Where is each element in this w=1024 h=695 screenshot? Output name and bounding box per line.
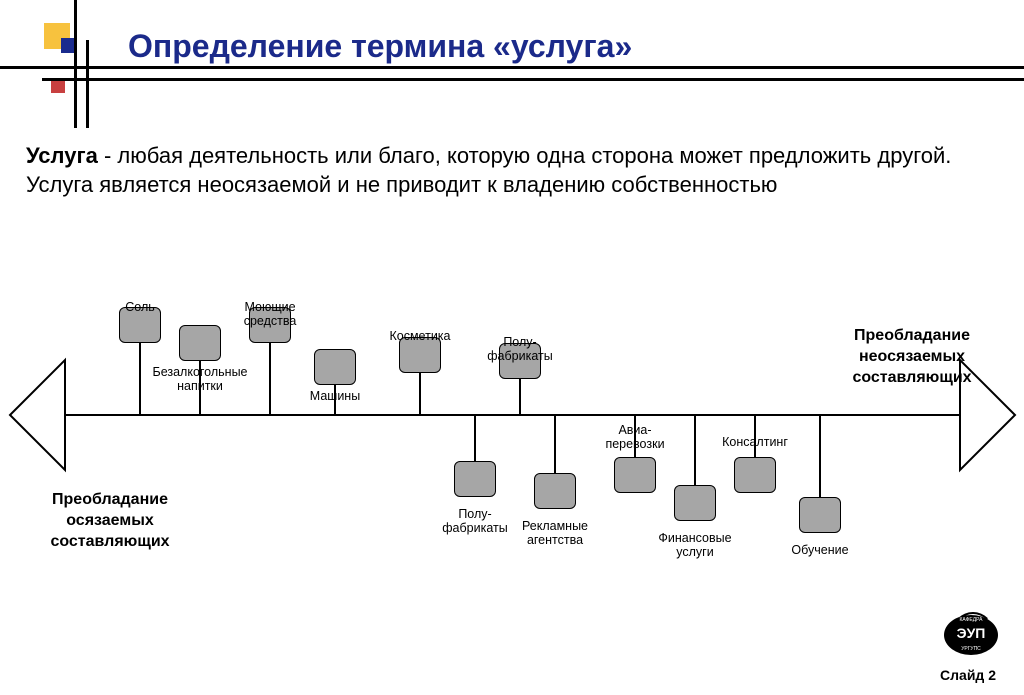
scale-node-label: Рекламные агентства xyxy=(515,519,595,548)
node-stem xyxy=(519,379,521,415)
scale-node xyxy=(799,497,841,533)
scale-node-label: Моющие средства xyxy=(225,300,315,329)
definition-term: Услуга xyxy=(26,143,98,168)
scale-node-label: Полу- фабрикаты xyxy=(480,335,560,364)
logo-square-red xyxy=(51,79,65,93)
node-stem xyxy=(139,343,141,415)
scale-node xyxy=(534,473,576,509)
dept-logo-bottom: УРГУПС xyxy=(944,646,998,652)
scale-node xyxy=(734,457,776,493)
scale-node xyxy=(179,325,221,361)
definition-text: Услуга - любая деятельность или благо, к… xyxy=(26,142,994,199)
node-stem xyxy=(694,415,696,485)
scale-node-label: Финансовые услуги xyxy=(650,531,740,560)
header-line-h1 xyxy=(0,66,1024,69)
slide-number: Слайд 2 xyxy=(940,667,996,683)
scale-node xyxy=(454,461,496,497)
header-line-h2 xyxy=(42,78,1024,81)
scale-node-label: Косметика xyxy=(380,329,460,343)
slide-title: Определение термина «услуга» xyxy=(128,28,632,65)
scale-node-label: Безалкогольные напитки xyxy=(145,365,255,394)
scale-node-label: Консалтинг xyxy=(715,435,795,449)
scale-node-label: Соль xyxy=(110,300,170,314)
dept-logo: КАФЕДРА ЭУП УРГУПС xyxy=(944,615,998,655)
scale-node-label: Полу- фабрикаты xyxy=(435,507,515,536)
scale-node-label: Авиа- перевозки xyxy=(595,423,675,452)
node-stem xyxy=(819,415,821,497)
scale-node-label: Машины xyxy=(300,389,370,403)
header-line-v1 xyxy=(74,0,77,128)
definition-body: - любая деятельность или благо, которую … xyxy=(26,143,951,197)
axis-label-left: Преобладание осязаемых составляющих xyxy=(20,490,200,552)
node-stem xyxy=(474,415,476,461)
dept-logo-main: ЭУП xyxy=(944,625,998,641)
scale-node xyxy=(314,349,356,385)
scale-node xyxy=(614,457,656,493)
diagram-container: Преобладание осязаемых составляющих Преоб… xyxy=(0,280,1024,600)
scale-node xyxy=(674,485,716,521)
axis-label-right: Преобладание неосязаемых составляющих xyxy=(822,326,1002,388)
node-stem xyxy=(554,415,556,473)
dept-logo-top: КАФЕДРА xyxy=(944,617,998,623)
header-line-v2 xyxy=(86,40,89,128)
node-stem xyxy=(419,373,421,415)
scale-node-label: Обучение xyxy=(780,543,860,557)
node-stem xyxy=(269,343,271,415)
